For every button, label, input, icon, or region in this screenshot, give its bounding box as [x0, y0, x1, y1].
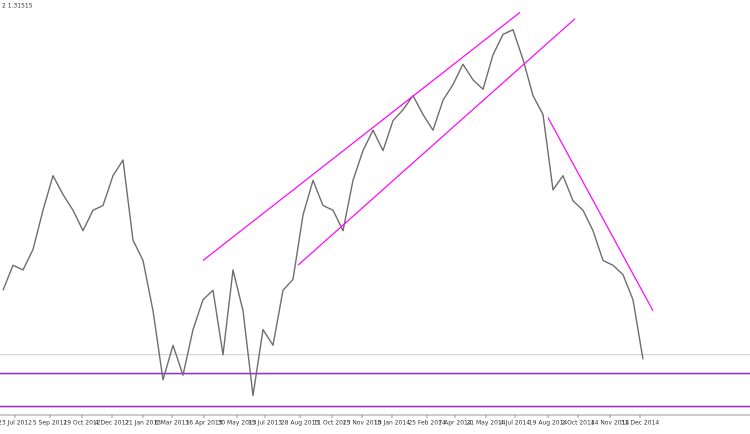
x-tick-label: 31 Dec 2014: [621, 420, 660, 427]
x-tick-label: 15 Jul 2013: [248, 420, 282, 427]
trendline: [547, 117, 654, 312]
x-tick-label: 21 May 2014: [466, 420, 505, 427]
x-tick-label: 21 Jan 2013: [125, 420, 161, 427]
trendline: [202, 11, 521, 261]
header: 2 1.31515: [2, 3, 33, 10]
x-tick-label: 25 Nov 2013: [343, 420, 382, 427]
x-tick-label: 14 Nov 2014: [591, 420, 630, 427]
x-tick-label: 19 Aug 2014: [529, 420, 568, 427]
trendline: [297, 18, 576, 266]
x-tick-label: 4 Dec 2012: [95, 420, 130, 427]
x-tick-label: 25 Feb 2014: [408, 420, 446, 427]
price-line: [2, 29, 644, 397]
x-tick-label: 4 Jul 2014: [500, 420, 530, 427]
x-tick-label: 23 Jul 2012: [0, 420, 32, 427]
x-tick-label: 7 Apr 2014: [438, 420, 471, 427]
x-tick-label: 19 Oct 2012: [63, 420, 100, 427]
x-tick-label: 16 Apr 2013: [185, 420, 222, 427]
x-tick-label: 2 Oct 2014: [561, 420, 594, 427]
x-tick-label: 10 Jan 2014: [374, 420, 410, 427]
x-tick-label: 30 May 2013: [217, 420, 256, 427]
x-tick-label: 28 Aug 2013: [281, 420, 320, 427]
x-tick-label: 6 Mar 2013: [155, 420, 189, 427]
x-tick-label: 5 Sep 2012: [33, 420, 67, 427]
x-tick-label: 11 Oct 2013: [313, 420, 350, 427]
